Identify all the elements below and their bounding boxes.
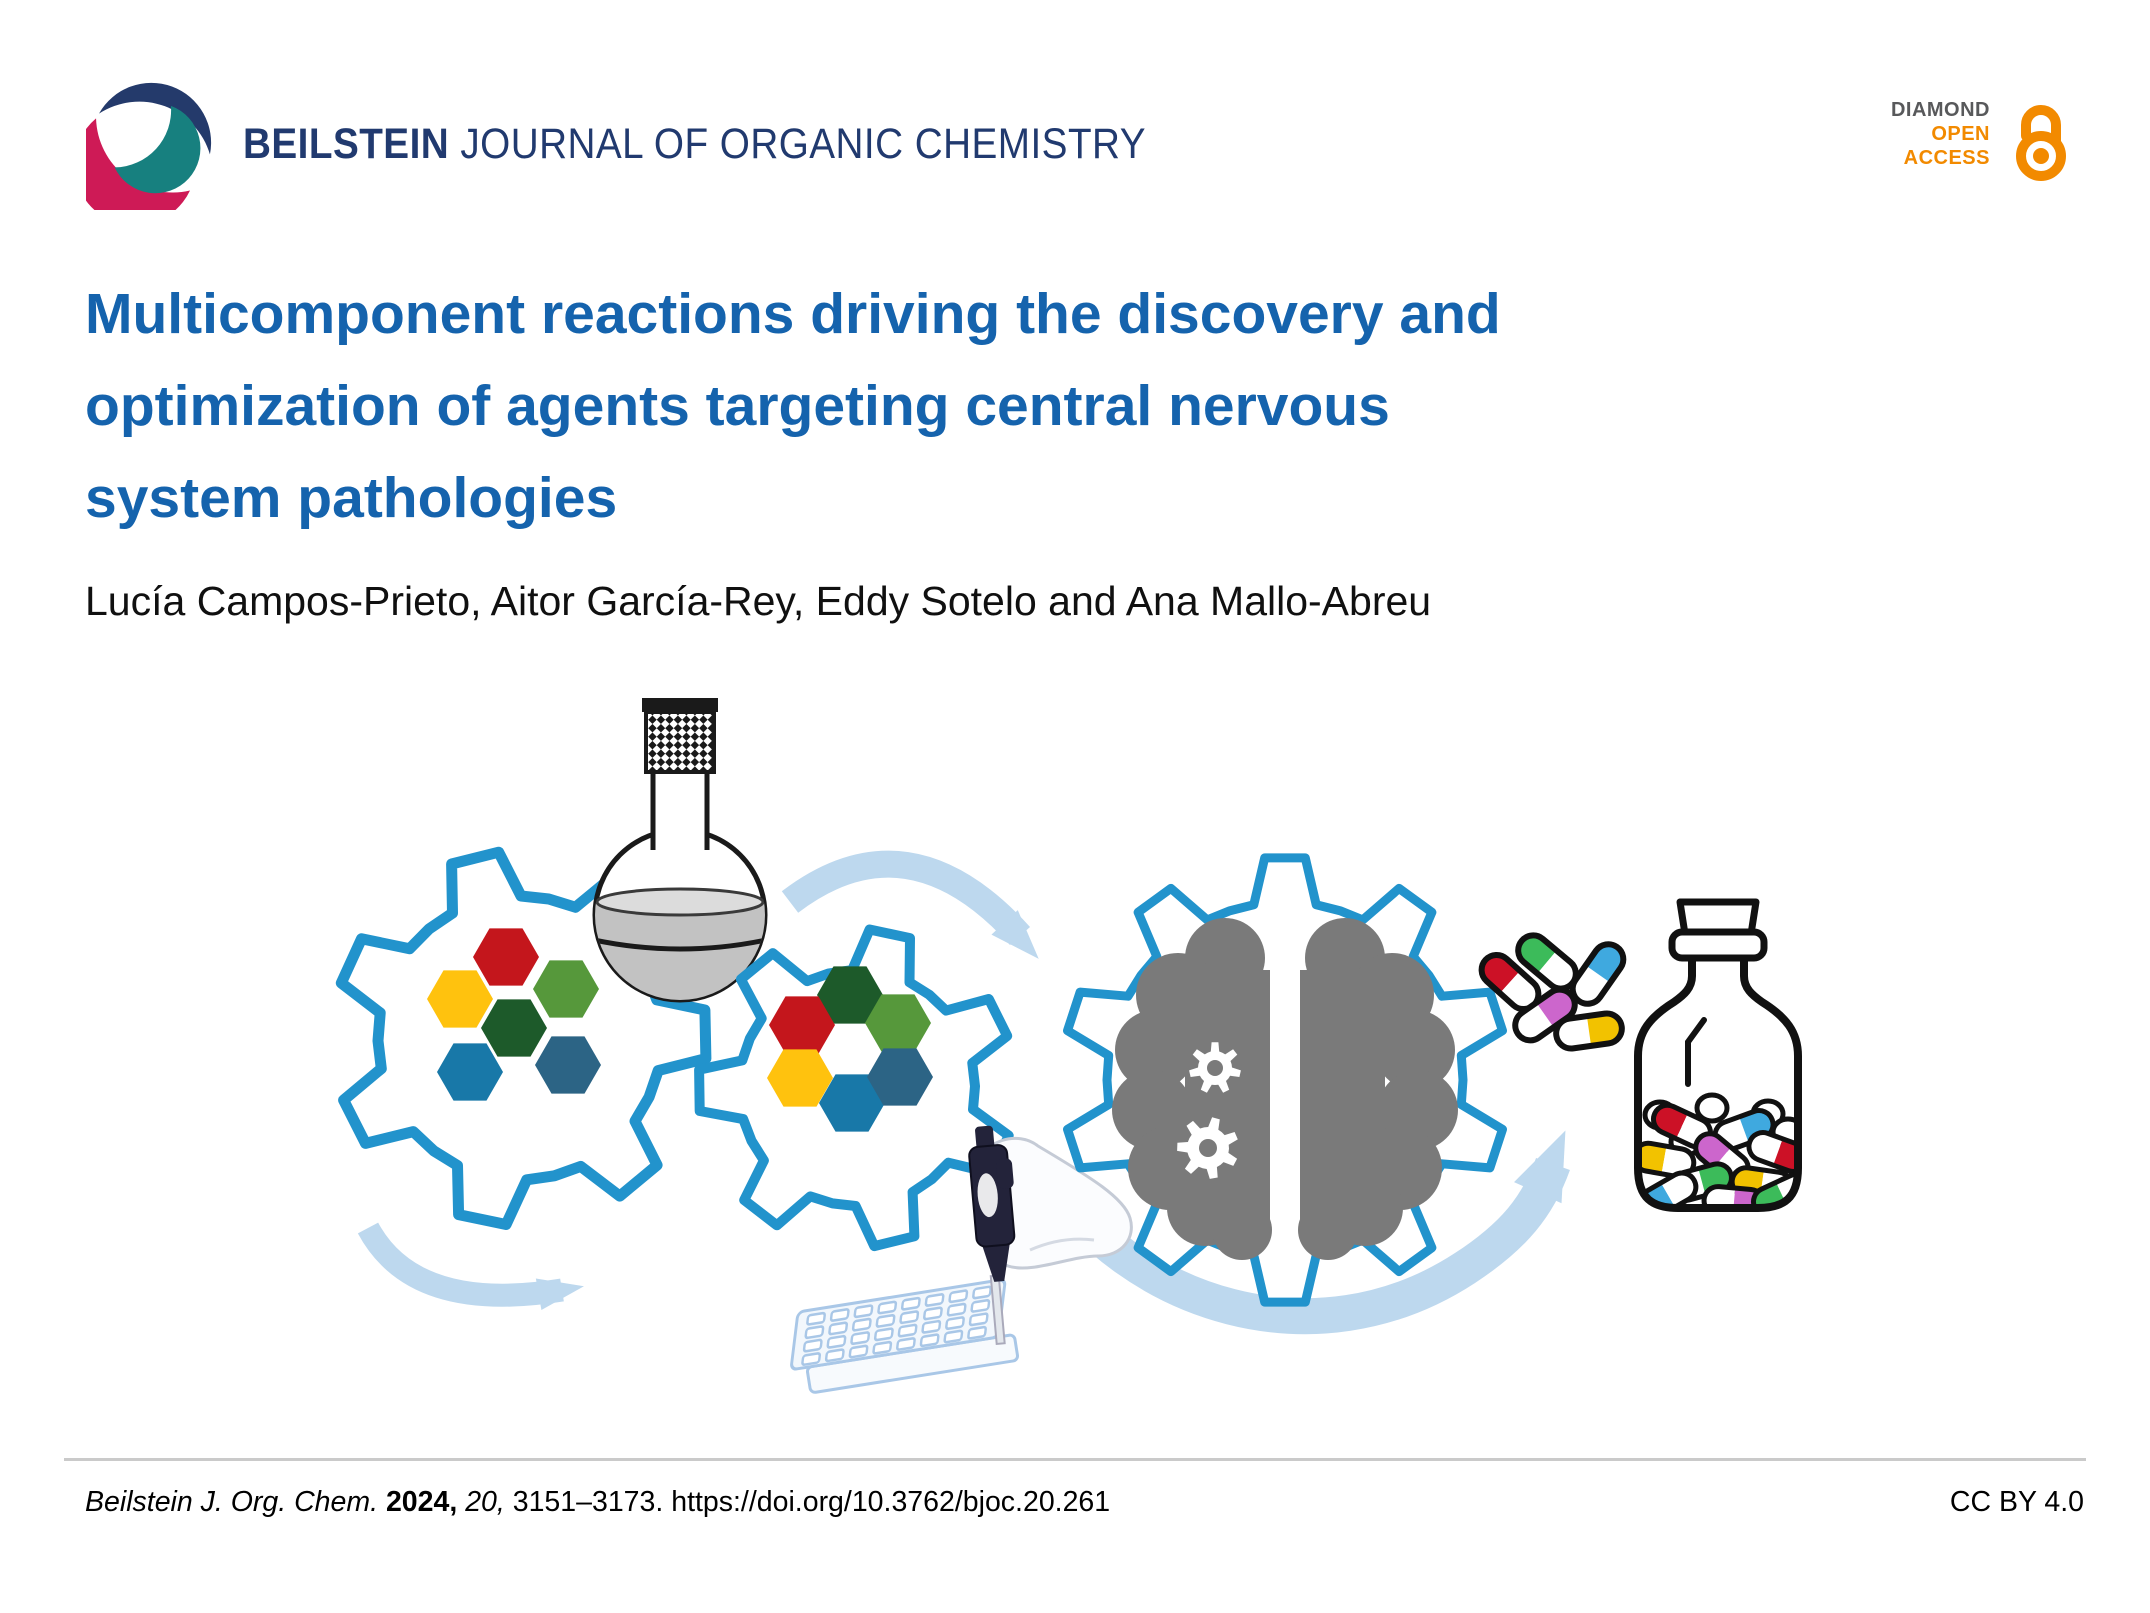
pipette-icon — [968, 1125, 1133, 1346]
flask-icon — [592, 698, 768, 1003]
gear-icon — [694, 924, 1014, 1252]
brain-gear-icon — [1063, 853, 1507, 1307]
microplate-icon — [790, 1278, 1020, 1394]
badge-open: OPEN — [1931, 123, 1990, 145]
diamond-open-access-badge: DIAMOND OPEN ACCESS — [1891, 98, 1990, 170]
hexagon-ring — [767, 966, 933, 1132]
logo-teal-arc — [114, 105, 201, 194]
capsule-pills-icon — [1478, 932, 1627, 1052]
footer-divider — [64, 1458, 2086, 1461]
curved-arrow-icon — [781, 850, 1039, 959]
article-title-line1: Multicomponent reactions driving the dis… — [85, 282, 1501, 346]
open-access-lock-icon — [2016, 105, 2066, 181]
license-label: CC BY 4.0 — [1949, 1486, 2084, 1518]
pill-bottle-icon — [1634, 898, 1802, 1212]
hexagon-cluster — [427, 928, 601, 1101]
citation-pages-doi: 3151–3173. https://doi.org/10.3762/bjoc.… — [512, 1486, 1111, 1518]
journal-name-bold: BEILSTEIN — [243, 120, 450, 168]
citation-year: 2024, — [385, 1486, 466, 1518]
journal-name-rest: JOURNAL OF ORGANIC CHEMISTRY — [449, 120, 1146, 168]
badge-access: ACCESS — [1903, 147, 1990, 169]
citation-journal: Beilstein J. Org. Chem. — [85, 1486, 386, 1518]
logo-pink-arc — [86, 118, 190, 210]
badge-diamond: DIAMOND — [1890, 99, 1990, 121]
curved-arrow-icon — [1032, 1130, 1570, 1335]
beilstein-logo-icon — [86, 82, 212, 210]
brain-icon — [1112, 918, 1458, 1260]
article-title-line2: optimization of agents targeting central… — [85, 374, 1390, 438]
article-title-line3: system pathologies — [85, 466, 618, 530]
logo-navy-arc — [99, 82, 212, 155]
article-title: Multicomponent reactions driving the dis… — [85, 268, 1765, 544]
article-authors: Lucía Campos-Prieto, Aitor García-Rey, E… — [85, 578, 1432, 624]
citation: Beilstein J. Org. Chem. 2024, 20, 3151–3… — [85, 1486, 1110, 1519]
journal-name: BEILSTEIN JOURNAL OF ORGANIC CHEMISTRY — [243, 120, 1146, 169]
graphical-abstract — [335, 698, 1802, 1394]
citation-volume: 20, — [465, 1486, 513, 1518]
curved-arrow-icon — [357, 1222, 584, 1311]
